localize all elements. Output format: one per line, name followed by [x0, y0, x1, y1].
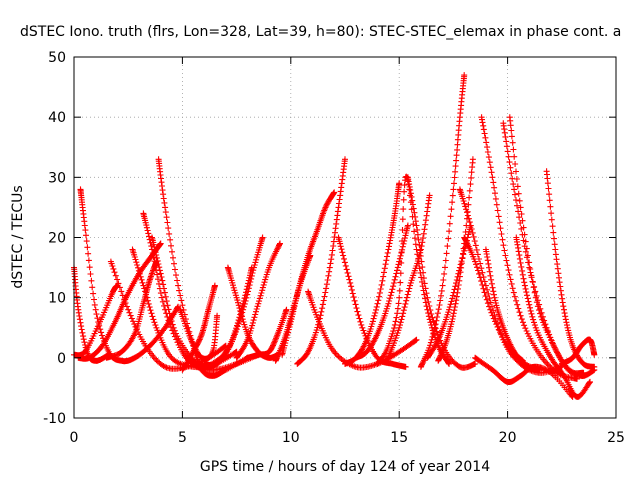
chart-title: dSTEC Iono. truth (flrs, Lon=328, Lat=39…	[20, 24, 621, 40]
series-markers	[558, 336, 598, 367]
series-arc-22	[335, 234, 409, 370]
series-arc-17	[244, 306, 290, 361]
x-tick-label: 5	[178, 430, 187, 446]
x-tick-label: 0	[70, 430, 79, 446]
series-arc-20	[294, 156, 348, 367]
y-tick-label: 0	[57, 351, 66, 367]
series-markers	[294, 156, 348, 367]
x-tick-label: 20	[499, 430, 517, 446]
series-arc-19	[279, 189, 338, 358]
series-markers	[272, 252, 314, 364]
series-arc-37	[472, 354, 576, 400]
series-arc-10	[155, 156, 251, 379]
x-tick-label: 10	[282, 430, 300, 446]
x-tick-label: 25	[607, 430, 625, 446]
series-arc-16	[233, 240, 283, 361]
series-arc-36	[506, 114, 587, 377]
series-markers	[155, 156, 251, 379]
series-markers	[179, 282, 218, 373]
x-axis-label: GPS time / hours of day 124 of year 2014	[200, 459, 490, 475]
series-arc-18	[272, 252, 314, 364]
y-tick-label: 40	[48, 110, 66, 126]
series-markers	[506, 114, 587, 377]
y-tick-label: 20	[48, 231, 66, 247]
y-tick-label: -10	[43, 411, 66, 427]
series-markers	[335, 234, 409, 370]
series-arc-14	[201, 234, 266, 369]
series-markers	[513, 234, 593, 400]
series-arc-12	[179, 282, 218, 373]
y-axis-label: dSTEC / TECUs	[10, 185, 26, 288]
y-tick-label: 30	[48, 170, 66, 186]
series-arc-30	[435, 156, 476, 364]
series-markers	[279, 189, 338, 358]
series-layer	[71, 72, 598, 400]
series-markers	[385, 192, 433, 361]
series-markers	[244, 306, 290, 361]
y-tick-label: 10	[48, 291, 66, 307]
x-tick-label: 15	[390, 430, 408, 446]
series-markers	[472, 354, 576, 400]
series-arc-40	[558, 336, 598, 367]
series-markers	[233, 240, 283, 361]
series-markers	[201, 234, 266, 369]
series-arc-38	[513, 234, 593, 400]
y-tick-label: 50	[48, 50, 66, 66]
series-markers	[482, 246, 526, 364]
series-arc-26	[385, 192, 433, 361]
series-markers	[435, 156, 476, 364]
series-arc-34	[482, 246, 526, 364]
